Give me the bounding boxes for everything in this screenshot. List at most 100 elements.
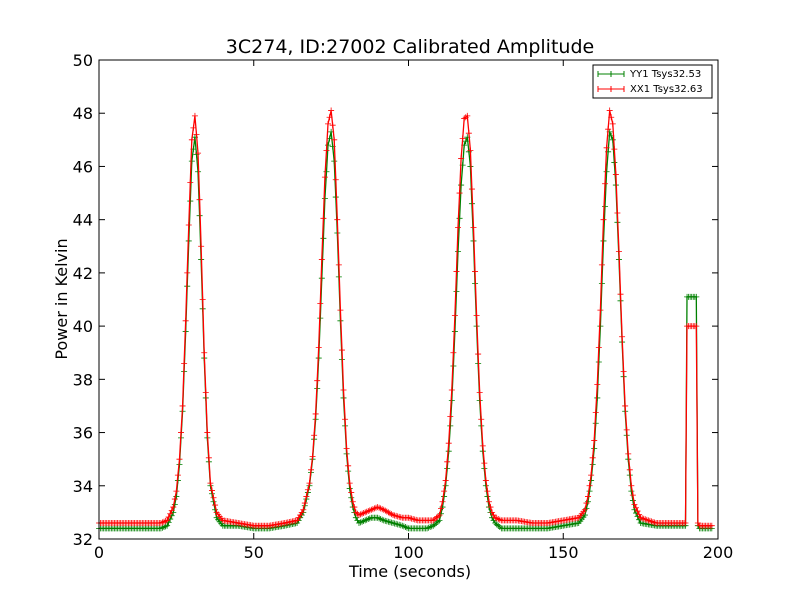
data-point <box>468 186 475 193</box>
data-point <box>338 347 345 354</box>
data-point <box>374 504 381 511</box>
data-point <box>495 522 502 529</box>
data-point <box>481 460 488 467</box>
data-point <box>382 517 389 524</box>
data-point <box>385 509 392 516</box>
data-point <box>184 269 191 276</box>
data-point <box>608 114 615 121</box>
data-point <box>343 445 350 452</box>
data-point <box>383 518 390 525</box>
data-point <box>173 488 180 495</box>
data-point <box>342 416 349 423</box>
data-point <box>444 458 451 465</box>
y-tick-label: 46 <box>73 157 93 176</box>
data-point <box>157 520 164 527</box>
data-point <box>629 492 636 499</box>
data-point <box>600 216 607 223</box>
data-point <box>682 520 689 527</box>
data-point <box>164 517 171 524</box>
data-point <box>362 517 369 524</box>
data-point <box>371 505 378 512</box>
data-point <box>321 195 328 202</box>
legend-box <box>592 64 713 99</box>
legend: YY1 Tsys32.53 XX1 Tsys32.63 <box>592 64 713 99</box>
data-point <box>651 519 658 526</box>
data-point <box>174 472 181 479</box>
data-point <box>434 518 441 525</box>
y-tick-label: 48 <box>73 104 93 123</box>
x-tick-label: 50 <box>244 543 264 562</box>
data-point <box>326 114 333 121</box>
data-point <box>637 514 644 521</box>
data-point <box>359 510 366 517</box>
data-point <box>363 516 370 523</box>
data-point <box>467 147 474 154</box>
data-point <box>447 413 454 420</box>
data-point <box>354 517 361 524</box>
data-point <box>167 510 174 517</box>
data-point <box>708 522 715 529</box>
data-point <box>380 517 387 524</box>
data-point <box>693 323 700 330</box>
data-point <box>320 215 327 222</box>
data-point <box>383 508 390 515</box>
data-point <box>382 507 389 514</box>
data-point <box>198 243 205 250</box>
data-point <box>622 402 629 409</box>
data-point <box>195 150 202 157</box>
data-point <box>434 513 441 520</box>
data-point <box>632 504 639 511</box>
y-tick-label: 42 <box>73 264 93 283</box>
data-point <box>407 515 414 522</box>
data-point <box>594 381 601 388</box>
data-point <box>413 516 420 523</box>
data-point <box>321 174 328 181</box>
x-tick-label: 0 <box>94 543 104 562</box>
data-point <box>431 521 438 528</box>
data-point <box>586 482 593 489</box>
data-point <box>199 296 206 303</box>
data-point <box>298 509 305 516</box>
data-point <box>397 514 404 521</box>
data-point <box>585 493 592 500</box>
data-point <box>625 450 632 457</box>
data-point <box>355 520 362 527</box>
data-point <box>362 509 369 516</box>
data-point <box>396 513 403 520</box>
data-point <box>462 138 469 145</box>
data-point <box>348 489 355 496</box>
data-point <box>374 514 381 521</box>
data-point <box>439 498 446 505</box>
y-axis-label: Power in Kelvin <box>52 238 71 359</box>
data-point <box>493 521 500 528</box>
data-point <box>441 488 448 495</box>
data-point <box>365 508 372 515</box>
data-point <box>606 107 613 114</box>
data-point <box>640 515 647 522</box>
data-point <box>490 517 497 524</box>
data-point <box>631 501 638 508</box>
data-point <box>645 517 652 524</box>
data-point <box>160 524 167 531</box>
y-tick-label: 38 <box>73 370 93 389</box>
data-point <box>430 517 437 524</box>
data-point <box>314 377 321 384</box>
data-point <box>366 515 373 522</box>
data-point <box>320 235 327 242</box>
data-point <box>485 498 492 505</box>
data-point <box>458 155 465 162</box>
data-point <box>165 514 172 521</box>
data-point <box>490 512 497 519</box>
data-point <box>386 519 393 526</box>
data-point <box>377 505 384 512</box>
legend-marker-yy1 <box>597 71 625 77</box>
y-tick-label: 50 <box>73 51 93 70</box>
data-point <box>623 426 630 433</box>
data-point <box>385 518 392 525</box>
data-point <box>399 522 406 529</box>
data-point <box>600 237 607 244</box>
data-point <box>397 522 404 529</box>
data-point <box>207 480 214 487</box>
data-point <box>408 515 415 522</box>
data-point <box>318 256 325 263</box>
